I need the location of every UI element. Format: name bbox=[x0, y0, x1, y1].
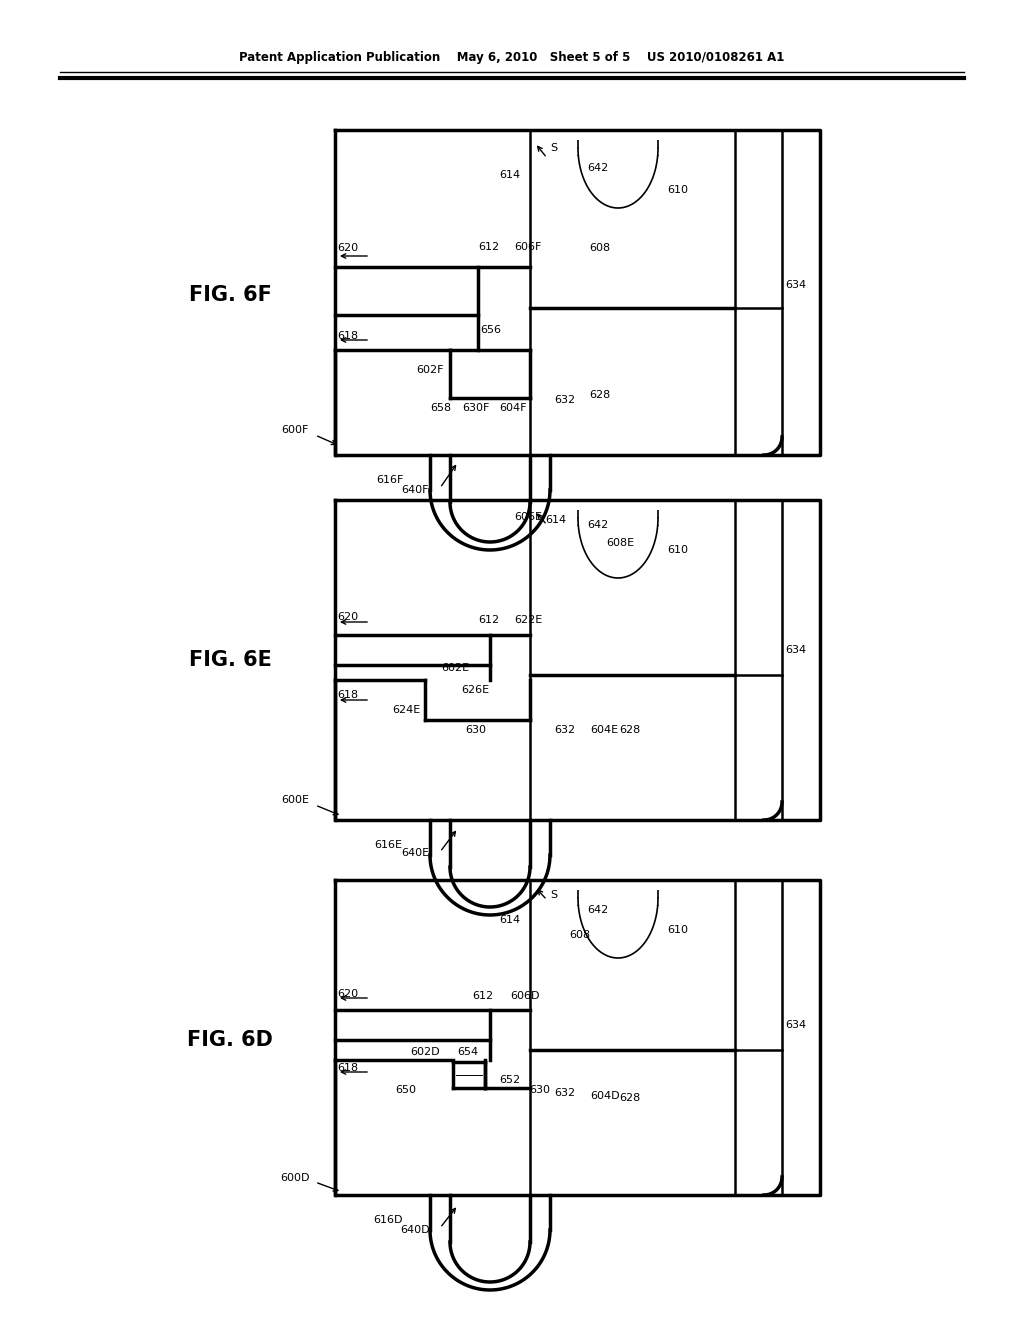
Text: 640D: 640D bbox=[400, 1225, 430, 1236]
Text: 634: 634 bbox=[785, 645, 807, 655]
Text: 608: 608 bbox=[590, 243, 610, 253]
Text: 600E: 600E bbox=[281, 795, 309, 805]
Text: 628: 628 bbox=[620, 1093, 641, 1104]
Text: 630F: 630F bbox=[462, 403, 489, 413]
Text: 628: 628 bbox=[620, 725, 641, 735]
Text: FIG. 6F: FIG. 6F bbox=[188, 285, 271, 305]
Text: 630: 630 bbox=[466, 725, 486, 735]
Text: 622E: 622E bbox=[514, 615, 543, 624]
Text: FIG. 6D: FIG. 6D bbox=[187, 1030, 273, 1049]
Text: 634: 634 bbox=[785, 1020, 807, 1030]
Text: 602E: 602E bbox=[441, 663, 469, 673]
Text: S: S bbox=[550, 143, 557, 153]
Text: 620: 620 bbox=[338, 612, 358, 622]
Text: 604D: 604D bbox=[590, 1092, 620, 1101]
Text: 608E: 608E bbox=[606, 539, 634, 548]
Text: 612: 612 bbox=[478, 242, 499, 252]
Text: 618: 618 bbox=[338, 1063, 358, 1073]
Text: 604F: 604F bbox=[499, 403, 526, 413]
Text: 612: 612 bbox=[472, 991, 493, 1001]
Text: FIG. 6E: FIG. 6E bbox=[188, 649, 271, 671]
Text: 632: 632 bbox=[554, 725, 575, 735]
Text: 642: 642 bbox=[588, 906, 608, 915]
Text: 610: 610 bbox=[668, 545, 688, 554]
Text: 602D: 602D bbox=[411, 1047, 440, 1057]
Text: 618: 618 bbox=[338, 331, 358, 341]
Text: 616E: 616E bbox=[374, 840, 402, 850]
Text: 632: 632 bbox=[554, 1088, 575, 1098]
Text: 654: 654 bbox=[457, 1047, 478, 1057]
Text: 602F: 602F bbox=[416, 366, 443, 375]
Text: 606E: 606E bbox=[514, 512, 542, 521]
Text: Patent Application Publication    May 6, 2010   Sheet 5 of 5    US 2010/0108261 : Patent Application Publication May 6, 20… bbox=[240, 51, 784, 65]
Text: 630: 630 bbox=[529, 1085, 551, 1096]
Text: 614: 614 bbox=[500, 915, 520, 925]
Text: 620: 620 bbox=[338, 243, 358, 253]
Text: 614: 614 bbox=[500, 170, 520, 180]
Text: 640F: 640F bbox=[401, 484, 429, 495]
Text: 650: 650 bbox=[395, 1085, 417, 1096]
Text: 642: 642 bbox=[588, 162, 608, 173]
Text: 614: 614 bbox=[545, 515, 566, 525]
Text: 628: 628 bbox=[590, 389, 610, 400]
Text: 626E: 626E bbox=[461, 685, 489, 696]
Text: 658: 658 bbox=[430, 403, 451, 413]
Text: 610: 610 bbox=[668, 185, 688, 195]
Text: 620: 620 bbox=[338, 989, 358, 999]
Text: 632: 632 bbox=[554, 395, 575, 405]
Text: 616D: 616D bbox=[374, 1214, 402, 1225]
Text: S: S bbox=[550, 890, 557, 900]
Text: 600D: 600D bbox=[281, 1173, 309, 1183]
Text: 618: 618 bbox=[338, 690, 358, 700]
Text: 604E: 604E bbox=[590, 725, 618, 735]
Text: 608: 608 bbox=[569, 931, 591, 940]
Text: 600F: 600F bbox=[282, 425, 308, 436]
Text: 642: 642 bbox=[588, 520, 608, 531]
Text: 606F: 606F bbox=[514, 242, 542, 252]
Text: 634: 634 bbox=[785, 280, 807, 290]
Text: 656: 656 bbox=[480, 325, 502, 335]
Text: 640E: 640E bbox=[401, 847, 429, 858]
Text: 612: 612 bbox=[478, 615, 499, 624]
Text: 610: 610 bbox=[668, 925, 688, 935]
Text: 652: 652 bbox=[500, 1074, 520, 1085]
Text: 606D: 606D bbox=[510, 991, 540, 1001]
Text: 616F: 616F bbox=[376, 475, 403, 484]
Text: 624E: 624E bbox=[392, 705, 420, 715]
